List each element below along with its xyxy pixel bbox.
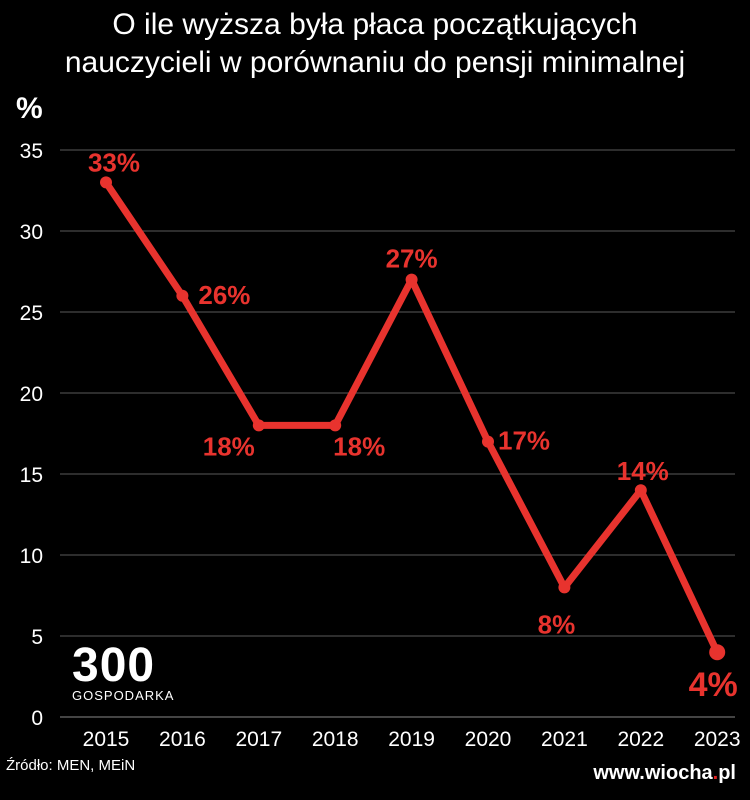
data-label-2022: 14% — [617, 456, 669, 486]
data-label-2016: 26% — [198, 280, 250, 310]
watermark-prefix: www.wiocha — [593, 762, 713, 784]
x-tick-labels: 2015 2016 2017 2018 2019 2020 2021 2022 2023 — [83, 728, 741, 751]
data-label-2019: 27% — [386, 244, 438, 274]
x-tick-label: 2019 — [388, 728, 435, 751]
x-tick-label: 2017 — [235, 728, 282, 751]
chart-title: O ile wyższa była płaca początkujących n… — [0, 6, 750, 82]
data-points — [100, 176, 726, 661]
source-note: Źródło: MEN, MEiN — [6, 757, 136, 774]
y-tick-label: 0 — [31, 707, 43, 730]
x-tick-label: 2018 — [312, 728, 359, 751]
logo-300-gospodarka: 300 GOSPODARKA — [72, 639, 175, 704]
grid-lines — [60, 149, 735, 718]
y-tick-label: 15 — [20, 464, 43, 487]
data-point-2022 — [634, 484, 647, 497]
chart-title-line-1: O ile wyższa była płaca początkujących — [112, 8, 638, 41]
y-tick-label: 10 — [20, 545, 43, 568]
x-tick-label: 2020 — [465, 728, 512, 751]
y-axis-unit-label: % — [16, 92, 43, 125]
x-tick-label: 2023 — [694, 728, 741, 751]
data-label-2021: 8% — [538, 609, 576, 639]
data-point-2023 — [709, 644, 726, 661]
data-point-2016 — [176, 289, 189, 302]
data-label-2018: 18% — [333, 431, 385, 461]
data-labels: 33% 26% 18% 18% 27% 17% 8% 14% 4% — [88, 147, 738, 704]
y-tick-label: 25 — [20, 302, 43, 325]
x-tick-label: 2021 — [541, 728, 588, 751]
data-point-2018 — [329, 419, 342, 432]
x-tick-label: 2015 — [83, 728, 130, 751]
watermark-suffix: pl — [718, 762, 736, 784]
y-tick-label: 5 — [31, 626, 43, 649]
data-label-2023: 4% — [689, 666, 738, 704]
y-tick-label: 30 — [20, 221, 43, 244]
logo-subtitle: GOSPODARKA — [72, 688, 175, 703]
x-tick-label: 2022 — [617, 728, 664, 751]
data-point-2017 — [252, 419, 265, 432]
data-label-2015: 33% — [88, 147, 140, 177]
chart-title-line-2: nauczycieli w porównaniu do pensji minim… — [64, 46, 686, 79]
data-label-2020: 17% — [498, 426, 550, 456]
data-point-2015 — [100, 176, 112, 189]
y-tick-label: 20 — [20, 383, 43, 406]
x-tick-label: 2016 — [159, 728, 206, 751]
data-label-2017: 18% — [203, 431, 255, 461]
logo-mark: 300 — [72, 639, 156, 692]
watermark: www.wiocha.pl — [593, 762, 736, 785]
data-point-2020 — [482, 435, 494, 448]
data-point-2021 — [558, 581, 571, 594]
watermark-dot: . — [712, 762, 719, 784]
y-tick-labels: 0 5 10 15 20 25 30 35 — [20, 140, 43, 730]
y-tick-label: 35 — [20, 140, 43, 163]
data-point-2019 — [405, 273, 418, 286]
